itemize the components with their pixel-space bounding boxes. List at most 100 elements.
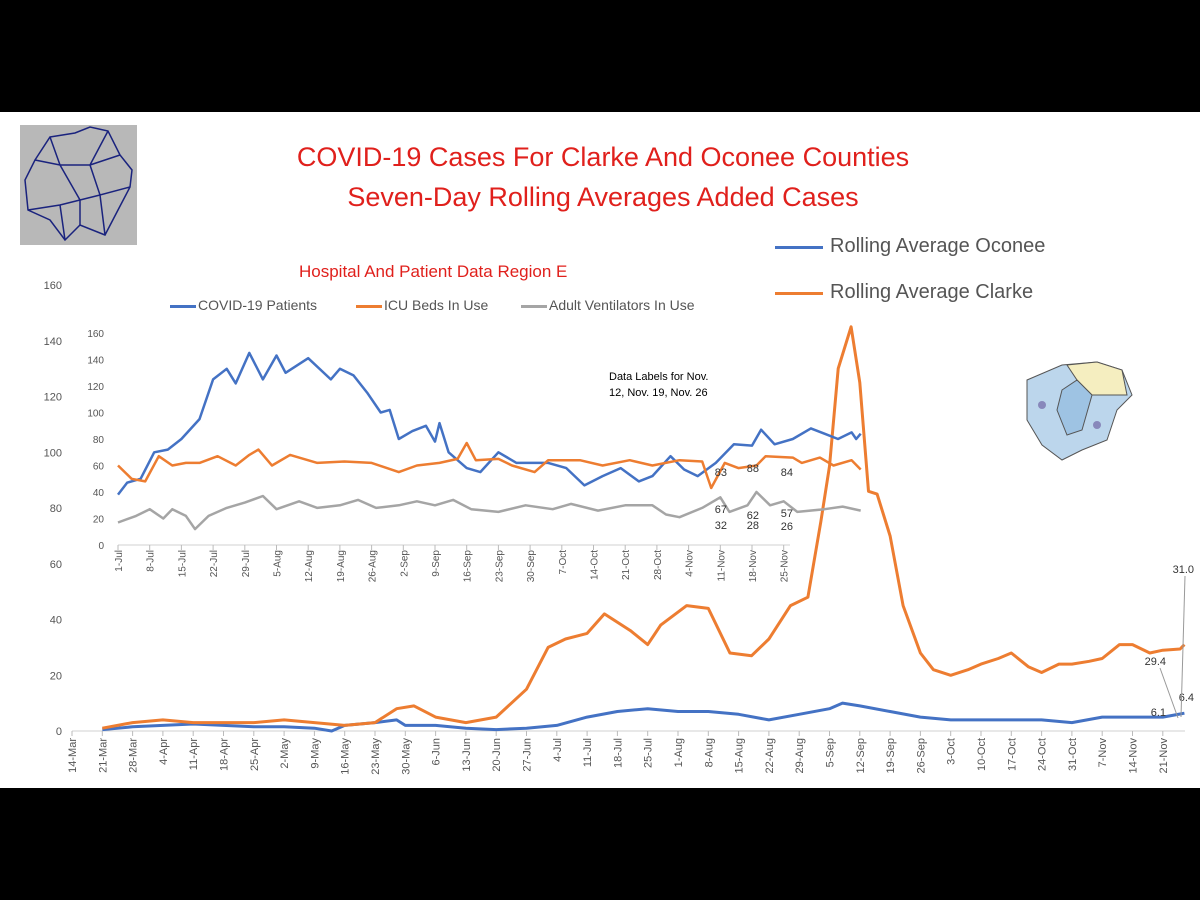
y-tick-label: 40	[50, 615, 62, 627]
series-line-icu-beds-in-use	[117, 441, 862, 490]
x-tick-label: 22-Jul	[209, 550, 220, 577]
y-tick-label: 20	[50, 670, 62, 682]
x-tick-label: 6-Jun	[431, 738, 443, 766]
x-tick-label: 1-Jul	[114, 550, 125, 572]
clarke-label-31-0: 31.0	[1173, 564, 1194, 576]
x-tick-label: 25-Apr	[249, 738, 261, 771]
slide: COVID-19 Cases For Clarke And Oconee Cou…	[0, 112, 1200, 788]
y-tick-label: 100	[44, 447, 62, 459]
legend-oconee: Rolling Average Oconee	[830, 235, 1046, 257]
x-tick-label: 9-Sep	[431, 550, 442, 577]
x-tick-label: 29-Jul	[241, 550, 252, 577]
vent-label: 32	[715, 520, 727, 532]
inset-title: Hospital And Patient Data Region E	[299, 262, 568, 281]
x-tick-label: 15-Jul	[177, 550, 188, 577]
x-tick-label: 12-Aug	[304, 550, 315, 582]
clarke-label-29-4: 29.4	[1145, 656, 1166, 668]
y-tick-label: 20	[93, 515, 105, 526]
x-tick-label: 26-Sep	[915, 738, 927, 773]
x-tick-label: 14-Mar	[67, 738, 79, 773]
x-tick-label: 8-Aug	[703, 738, 715, 767]
legend-icu-swatch	[356, 305, 382, 308]
x-tick-label: 13-Jun	[461, 738, 473, 772]
x-tick-label: 2-Sep	[399, 550, 410, 577]
x-tick-label: 30-May	[400, 738, 412, 775]
icu-label: 67	[715, 504, 727, 516]
x-tick-label: 2-May	[279, 738, 291, 769]
x-tick-label: 19-Sep	[885, 738, 897, 773]
patients-label: 88	[747, 463, 759, 475]
region-map-icon	[20, 125, 137, 245]
legend-vent: Adult Ventilators In Use	[549, 297, 695, 313]
legend-patients: COVID-19 Patients	[198, 297, 318, 313]
x-tick-label: 19-Aug	[336, 550, 347, 582]
vent-label: 28	[747, 520, 759, 532]
x-tick-label: 18-Apr	[219, 738, 231, 771]
leader-line	[1159, 667, 1179, 719]
legend-clarke: Rolling Average Clarke	[830, 281, 1034, 303]
x-tick-label: 15-Aug	[734, 738, 746, 773]
series-line-adult-ventilators-in-use	[117, 490, 861, 531]
x-tick-label: 20-Jun	[491, 738, 503, 772]
x-tick-label: 21-Mar	[97, 738, 109, 773]
series-line-covid-19-patients	[117, 351, 862, 496]
legend-icu: ICU Beds In Use	[384, 297, 489, 313]
legend-clarke-swatch	[775, 292, 823, 295]
y-tick-label: 0	[56, 726, 62, 738]
x-tick-label: 7-Nov	[1097, 738, 1109, 768]
inset-annotation: Data Labels for Nov. 12, Nov. 19, Nov. 2…	[609, 371, 709, 399]
x-tick-label: 21-Nov	[1158, 738, 1170, 774]
x-tick-label: 22-Aug	[764, 738, 776, 773]
series-line-rolling-average-oconee	[102, 701, 1185, 733]
x-tick-label: 5-Sep	[825, 738, 837, 767]
x-tick-label: 4-Apr	[158, 738, 170, 765]
x-tick-label: 17-Oct	[1006, 738, 1018, 771]
legend-oconee-swatch	[775, 246, 823, 249]
x-tick-label: 9-May	[309, 738, 321, 769]
icu-label: 57	[781, 508, 793, 520]
y-tick-label: 120	[44, 392, 62, 404]
leader-line	[1180, 575, 1186, 718]
x-tick-label: 31-Oct	[1067, 738, 1079, 771]
x-tick-label: 28-Mar	[128, 738, 140, 773]
legend-patients-swatch	[170, 305, 196, 308]
x-tick-label: 3-Oct	[946, 738, 958, 765]
x-tick-label: 23-Sep	[494, 550, 505, 583]
y-tick-label: 100	[87, 409, 104, 420]
y-tick-label: 40	[93, 488, 105, 499]
x-tick-label: 10-Oct	[976, 738, 988, 771]
x-tick-label: 14-Oct	[590, 550, 601, 580]
title-line-2: Seven-Day Rolling Averages Added Cases	[347, 182, 859, 212]
x-tick-label: 18-Jul	[612, 738, 624, 768]
x-tick-label: 1-Aug	[673, 738, 685, 767]
oconee-label-6-1: 6.1	[1151, 707, 1166, 719]
x-tick-label: 11-Jul	[582, 738, 594, 767]
y-tick-label: 80	[50, 503, 62, 515]
vent-label: 26	[781, 521, 793, 533]
x-tick-label: 26-Aug	[368, 550, 379, 582]
y-tick-label: 0	[98, 541, 104, 552]
oconee-label-6-4: 6.4	[1179, 692, 1194, 704]
y-tick-label: 160	[44, 280, 62, 292]
x-tick-label: 27-Jun	[522, 738, 534, 772]
x-tick-label: 28-Oct	[653, 550, 664, 580]
y-tick-label: 140	[44, 336, 62, 348]
x-tick-label: 4-Jul	[552, 738, 564, 762]
y-tick-label: 120	[87, 382, 104, 393]
y-tick-label: 160	[87, 329, 104, 340]
x-tick-label: 11-Apr	[188, 738, 200, 771]
x-tick-label: 21-Oct	[621, 550, 632, 580]
legend-vent-swatch	[521, 305, 547, 308]
x-tick-label: 25-Jul	[643, 738, 655, 768]
x-tick-label: 29-Aug	[794, 738, 806, 773]
y-tick-label: 60	[93, 462, 105, 473]
patients-label: 83	[715, 467, 727, 479]
x-tick-label: 4-Nov	[685, 550, 696, 577]
series-line-rolling-average-clarke	[102, 325, 1186, 730]
county-map-icon	[1022, 350, 1135, 465]
x-tick-label: 25-Nov	[780, 550, 791, 582]
y-tick-label: 140	[87, 356, 104, 367]
x-tick-label: 7-Oct	[558, 550, 569, 575]
x-tick-label: 23-May	[370, 738, 382, 775]
